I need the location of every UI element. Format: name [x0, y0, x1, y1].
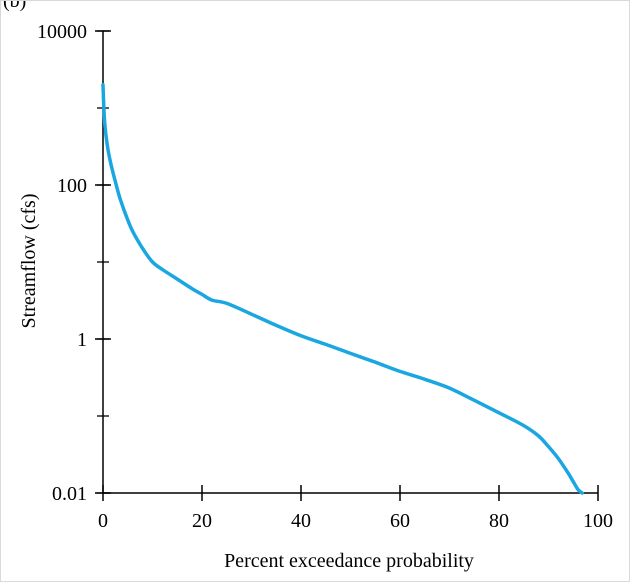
exceedance-curve	[101, 83, 584, 495]
x-tick-label: 80	[489, 510, 509, 532]
x-ticks: 0 20 40 60 80 100	[98, 485, 613, 532]
x-axis-title: Percent exceedance probability	[224, 550, 474, 572]
x-tick-label: 0	[98, 510, 108, 532]
y-tick-label: 10000	[37, 21, 87, 43]
y-axis-title: Streamflow (cfs)	[18, 194, 40, 329]
y-ticks: 0.01 1 100 10000	[37, 21, 111, 505]
series-layer	[101, 83, 584, 495]
y-tick-label: 1	[77, 329, 87, 351]
y-tick-label: 0.01	[52, 483, 87, 505]
x-tick-label: 60	[390, 510, 410, 532]
x-tick-label: 20	[192, 510, 212, 532]
y-tick-label: 100	[57, 175, 87, 197]
panel-label: (b)	[3, 1, 26, 12]
x-tick-label: 100	[583, 510, 613, 532]
x-tick-label: 40	[291, 510, 311, 532]
